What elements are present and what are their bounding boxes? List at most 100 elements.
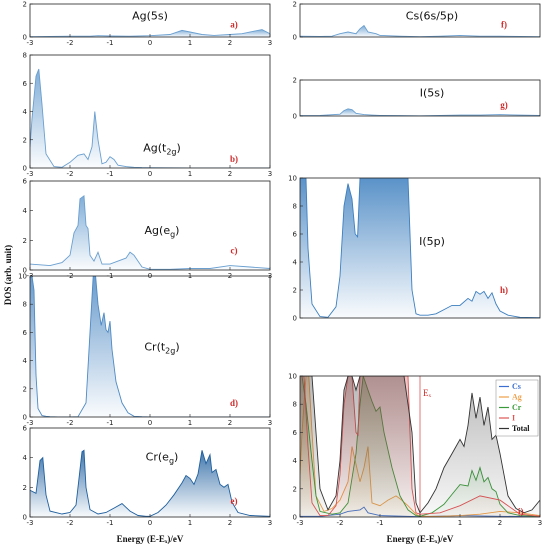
x-tick-label: 2 bbox=[228, 39, 232, 47]
x-tick-label: 2 bbox=[498, 519, 502, 527]
y-tick-label: 6 bbox=[23, 80, 28, 88]
x-tick-label: 1 bbox=[188, 419, 192, 427]
y-tick-label: 8 bbox=[293, 203, 297, 211]
series-area-i-Total bbox=[300, 376, 540, 517]
series-area-d-0 bbox=[30, 276, 270, 417]
y-tick-label: 2 bbox=[293, 1, 297, 9]
series-line-f-0 bbox=[300, 24, 540, 37]
y-tick-label: 8 bbox=[293, 401, 297, 409]
panel-title-b: Ag(t2g) bbox=[143, 142, 181, 157]
panel-title-e: Cr(eg) bbox=[146, 450, 179, 465]
y-tick-label: 6 bbox=[23, 178, 28, 186]
x-tick-label: -3 bbox=[27, 519, 34, 527]
x-tick-label: 0 bbox=[148, 39, 152, 47]
x-tick-label: 2 bbox=[228, 170, 232, 178]
y-tick-label: 4 bbox=[23, 357, 28, 365]
x-tick-label: 0 bbox=[148, 519, 152, 527]
y-tick-label: 4 bbox=[23, 108, 28, 116]
y-tick-label: 2 bbox=[23, 385, 27, 393]
panel-e: 0 2 4 6 -3 -2 -1 0 1 2 3 Cr(eg) e) bbox=[23, 425, 273, 528]
y-tick-label: 6 bbox=[293, 429, 298, 437]
y-tick-label: 2 bbox=[23, 237, 27, 245]
series-area-c-0 bbox=[30, 195, 270, 270]
y-tick-label: 4 bbox=[293, 457, 298, 465]
y-tick-label: 2 bbox=[293, 287, 297, 295]
panel-label-c: c) bbox=[231, 245, 238, 255]
y-tick-label: 2 bbox=[23, 136, 27, 144]
x-tick-label: -3 bbox=[27, 170, 34, 178]
x-tick-label: 1 bbox=[188, 519, 192, 527]
y-tick-label: 10 bbox=[18, 273, 27, 281]
panel-frame-f bbox=[299, 3, 541, 38]
legend-entry-Total: Total bbox=[512, 424, 530, 433]
series-area-f-0 bbox=[300, 25, 540, 37]
y-tick-label: 2 bbox=[23, 484, 27, 492]
x-tick-label: -2 bbox=[67, 419, 74, 427]
y-tick-label: 0 bbox=[293, 113, 297, 121]
x-tick-label: -3 bbox=[27, 419, 34, 427]
x-tick-label: -1 bbox=[107, 39, 114, 47]
legend-entry-Cr: Cr bbox=[512, 403, 522, 412]
panel-d: 0 2 4 6 8 10 -3 -2 -1 0 1 2 3 Cr(t2g) d) bbox=[18, 273, 272, 428]
x-axis-label-right: Energy (E-Eₓ)/eV bbox=[387, 534, 454, 544]
y-tick-label: 0 bbox=[23, 165, 27, 173]
x-tick-label: -2 bbox=[337, 519, 344, 527]
y-tick-label: 4 bbox=[23, 207, 28, 215]
x-tick-label: 0 bbox=[148, 419, 152, 427]
panel-label-i: i) bbox=[518, 506, 524, 516]
x-tick-label: -3 bbox=[27, 39, 34, 47]
series-area-h-0 bbox=[300, 178, 540, 318]
x-tick-label: -1 bbox=[107, 519, 114, 527]
panel-b: 0 2 4 6 8 -3 -2 -1 0 1 2 3 Ag(t2g) b) bbox=[23, 52, 273, 179]
y-tick-label: 0 bbox=[23, 34, 27, 42]
y-tick-label: 6 bbox=[23, 329, 28, 337]
y-tick-label: 2 bbox=[293, 485, 297, 493]
panel-frame-h bbox=[299, 177, 541, 319]
y-tick-label: 0 bbox=[293, 34, 297, 42]
panel-title-a: Ag(5s) bbox=[132, 10, 168, 23]
panel-label-h: h) bbox=[500, 285, 508, 295]
x-tick-label: -1 bbox=[107, 170, 114, 178]
series-line-b-0 bbox=[30, 68, 270, 168]
y-tick-label: 6 bbox=[23, 425, 28, 433]
x-tick-label: 3 bbox=[268, 39, 272, 47]
panel-label-g: g) bbox=[500, 100, 508, 110]
panel-title-g: I(5s) bbox=[420, 87, 445, 100]
panel-title-c: Ag(eg) bbox=[145, 224, 180, 239]
y-tick-label: 4 bbox=[293, 259, 298, 267]
series-line-h-0 bbox=[300, 178, 540, 318]
legend-entry-I: I bbox=[512, 414, 515, 423]
y-tick-label: 0 bbox=[23, 514, 27, 522]
x-tick-label: -1 bbox=[377, 519, 384, 527]
y-tick-label: 2 bbox=[293, 77, 297, 85]
y-tick-label: 6 bbox=[293, 231, 298, 239]
y-tick-label: 8 bbox=[23, 52, 27, 60]
y-axis-label: DOS (arb. unit) bbox=[3, 245, 13, 305]
panel-label-b: b) bbox=[230, 154, 238, 164]
x-tick-label: -2 bbox=[67, 519, 74, 527]
y-tick-label: 10 bbox=[288, 175, 297, 183]
x-tick-label: 3 bbox=[268, 519, 272, 527]
panel-frame-g bbox=[299, 79, 541, 117]
panel-f: 0 2 Cs(6s/5p) f) bbox=[293, 1, 541, 42]
x-tick-label: 0 bbox=[148, 170, 152, 178]
panel-h: 0 2 4 6 8 10 I(5p) h) bbox=[288, 175, 541, 323]
y-tick-label: 10 bbox=[288, 373, 297, 381]
x-tick-label: 2 bbox=[228, 519, 232, 527]
panel-label-f: f) bbox=[501, 19, 507, 29]
y-tick-label: 0 bbox=[293, 514, 297, 522]
y-tick-label: 2 bbox=[23, 1, 27, 9]
series-line-c-0 bbox=[30, 194, 270, 270]
x-tick-label: 1 bbox=[458, 519, 462, 527]
panel-title-f: Cs(6s/5p) bbox=[406, 10, 458, 23]
panel-a: 0 2 -3 -2 -1 0 1 2 3 Ag(5s) a) bbox=[23, 1, 273, 48]
x-axis-label-left: Energy (E-Eₓ)/eV bbox=[117, 534, 184, 544]
x-tick-label: 0 bbox=[418, 519, 422, 527]
x-tick-label: 3 bbox=[268, 419, 272, 427]
y-tick-label: 0 bbox=[293, 315, 297, 323]
panel-title-d: Cr(t2g) bbox=[144, 341, 179, 356]
x-tick-label: 1 bbox=[188, 170, 192, 178]
x-tick-label: 3 bbox=[268, 170, 272, 178]
